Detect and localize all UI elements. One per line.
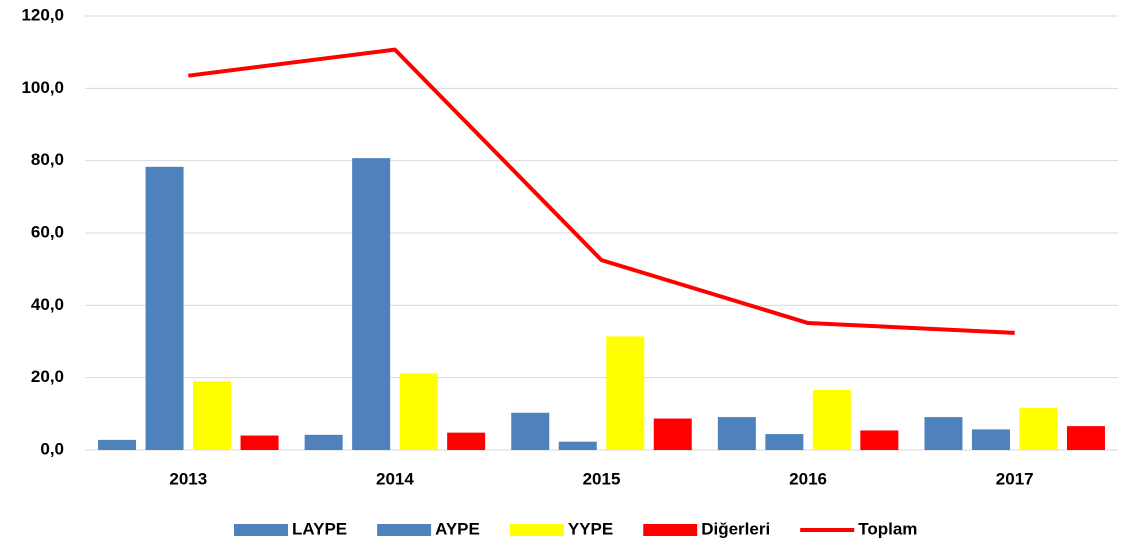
bar	[193, 381, 232, 450]
bar	[860, 430, 899, 450]
legend-label: YYPE	[568, 519, 613, 538]
bar	[1019, 408, 1058, 450]
bar	[1066, 426, 1105, 450]
bar	[399, 373, 438, 450]
x-tick-label: 2013	[169, 469, 207, 488]
bar	[717, 417, 756, 450]
bar	[558, 441, 597, 450]
y-tick-label: 40,0	[31, 295, 64, 314]
legend-label: AYPE	[435, 519, 480, 538]
bar	[511, 412, 550, 450]
legend-swatch	[377, 524, 432, 536]
bar	[606, 336, 645, 450]
y-tick-label: 0,0	[40, 439, 64, 458]
x-tick-label: 2014	[376, 469, 414, 488]
y-tick-label: 60,0	[31, 222, 64, 241]
legend-swatch	[643, 524, 698, 536]
x-tick-label: 2016	[789, 469, 827, 488]
y-tick-label: 100,0	[21, 78, 64, 97]
bar	[971, 429, 1010, 450]
line	[188, 47, 1015, 335]
bar	[304, 434, 343, 450]
bar	[352, 158, 391, 450]
y-tick-label: 20,0	[31, 367, 64, 386]
legend-swatch	[509, 524, 564, 536]
bar	[98, 439, 137, 450]
legend-label: LAYPE	[292, 519, 347, 538]
y-tick-label: 80,0	[31, 150, 64, 169]
bar	[447, 432, 486, 450]
legend-swatch	[234, 524, 288, 536]
bar	[145, 166, 184, 450]
bar	[765, 434, 804, 450]
bar	[812, 389, 851, 450]
bar	[240, 435, 279, 450]
x-tick-label: 2017	[996, 469, 1034, 488]
x-tick-label: 2015	[583, 469, 621, 488]
legend-label: Toplam	[858, 519, 917, 538]
bar	[924, 417, 963, 450]
y-tick-label: 120,0	[21, 5, 64, 24]
legend-label: Diğerleri	[701, 519, 770, 538]
bar	[653, 418, 692, 450]
